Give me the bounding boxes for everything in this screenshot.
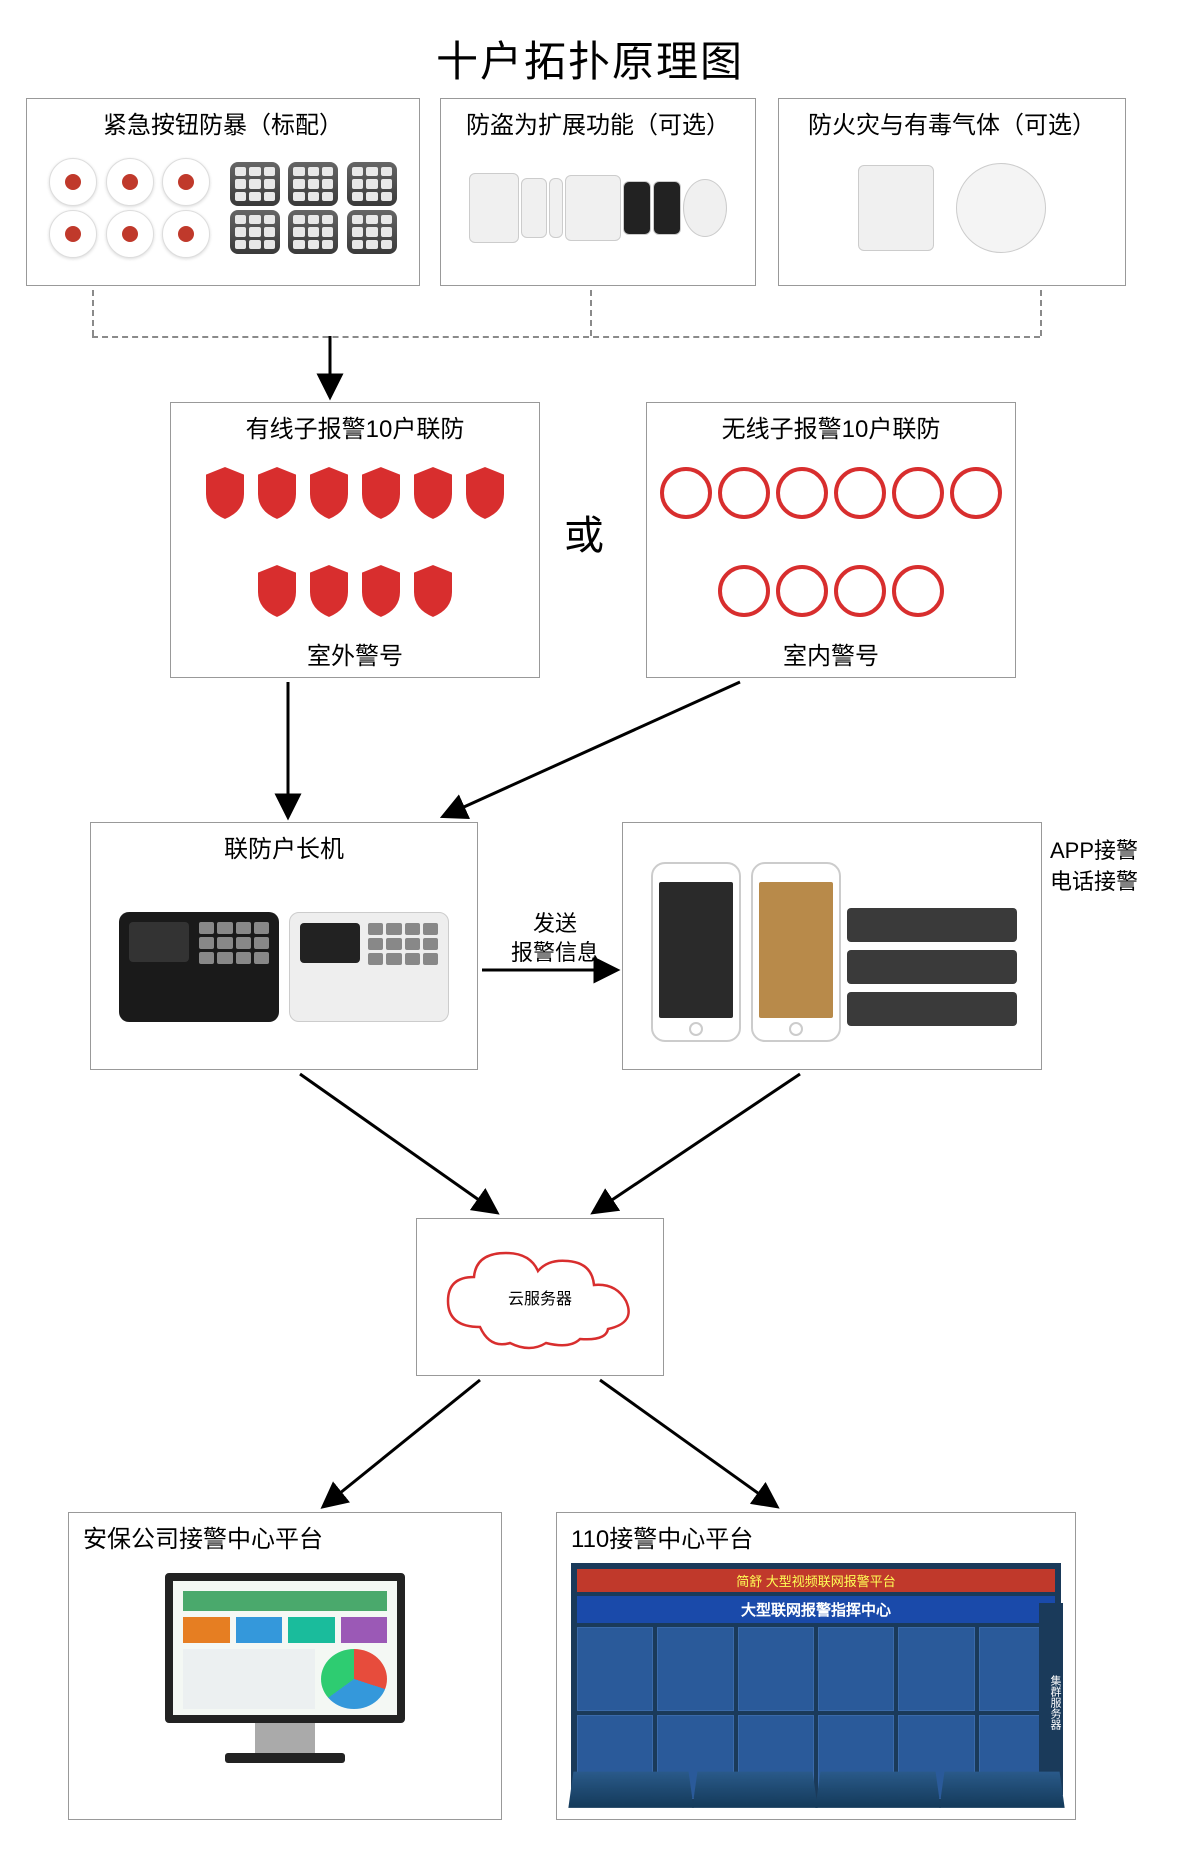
box-wireless: 无线子报警10户联防 室内警号 [646, 402, 1016, 678]
box-emergency: 紧急按钮防暴（标配） [26, 98, 420, 286]
gas-detector-icon [858, 165, 934, 251]
door-sensor-icon [521, 178, 547, 238]
box-wireless-label: 无线子报警10户联防 [647, 403, 1015, 444]
panic-button-icon [49, 158, 97, 206]
emergency-products [35, 139, 411, 277]
app-side-label: APP接警 电话接警 [1050, 836, 1138, 898]
diagram-title: 十户拓扑原理图 [0, 28, 1180, 89]
shield-siren-icon [305, 562, 353, 620]
box-fire-label: 防火灾与有毒气体（可选） [779, 99, 1125, 140]
indoor-siren-icon [892, 565, 944, 617]
cloud-label: 云服务器 [508, 1285, 572, 1309]
panic-button-icon [49, 210, 97, 258]
box-host-label: 联防户长机 [91, 823, 477, 864]
box-wireless-sublabel: 室内警号 [647, 636, 1015, 671]
panic-button-icon [106, 158, 154, 206]
keypad-icon [230, 162, 280, 206]
keypad-icon [347, 162, 397, 206]
theft-products [449, 139, 747, 277]
box-110-label: 110接警中心平台 [557, 1513, 1075, 1554]
shield-siren-icon [357, 562, 405, 620]
keypad-icon [288, 210, 338, 254]
box-wired-sublabel: 室外警号 [171, 636, 539, 671]
dashed-connector [1040, 290, 1042, 336]
box-theft: 防盗为扩展功能（可选） [440, 98, 756, 286]
phone-icon [751, 862, 841, 1042]
send-alarm-label: 发送 报警信息 [500, 910, 610, 967]
command-center-icon: 简舒 大型视频联网报警平台 大型联网报警指挥中心 集群服务器 [571, 1563, 1061, 1805]
shield-siren-icon [357, 464, 405, 522]
indoor-siren-icon [718, 467, 770, 519]
phone-icon [651, 862, 741, 1042]
wall-banner-2: 大型联网报警指挥中心 [577, 1596, 1055, 1623]
wall-side-text: 集群服务器 [1039, 1603, 1063, 1795]
dashed-connector [590, 290, 592, 336]
keypad-icon [347, 210, 397, 254]
indoor-siren-icon [660, 467, 712, 519]
box-emergency-label: 紧急按钮防暴（标配） [27, 99, 419, 140]
indoor-siren-icon [950, 467, 1002, 519]
notification-icon [847, 992, 1017, 1026]
box-security: 安保公司接警中心平台 [68, 1512, 502, 1820]
panic-button-icon [106, 210, 154, 258]
motion-sensor-icon [565, 175, 621, 241]
box-wired-label: 有线子报警10户联防 [171, 403, 539, 444]
indoor-siren-icon [834, 565, 886, 617]
box-110: 110接警中心平台 简舒 大型视频联网报警平台 大型联网报警指挥中心 集群服务器 [556, 1512, 1076, 1820]
host-products [99, 873, 469, 1061]
box-security-label: 安保公司接警中心平台 [69, 1513, 501, 1554]
notification-icon [847, 950, 1017, 984]
dashed-connector [92, 336, 1040, 338]
fire-products [787, 139, 1117, 277]
dashed-connector [92, 290, 94, 336]
indoor-siren-icon [776, 467, 828, 519]
shield-siren-icon [201, 464, 249, 522]
smoke-detector-icon [956, 163, 1046, 253]
box-fire: 防火灾与有毒气体（可选） [778, 98, 1126, 286]
wireless-products [655, 445, 1007, 639]
keypad-icon [230, 210, 280, 254]
indoor-siren-icon [892, 467, 944, 519]
shield-siren-icon [305, 464, 353, 522]
indoor-siren-icon [776, 565, 828, 617]
glass-break-icon [683, 179, 727, 237]
beam-sensor-icon [653, 181, 681, 235]
shield-siren-icon [409, 562, 457, 620]
alarm-panel-icon [289, 912, 449, 1022]
door-sensor-icon [549, 178, 563, 238]
beam-sensor-icon [623, 181, 651, 235]
shield-siren-icon [253, 562, 301, 620]
shield-siren-icon [253, 464, 301, 522]
alarm-panel-icon [119, 912, 279, 1022]
indoor-siren-icon [718, 565, 770, 617]
wired-products [179, 445, 531, 639]
shield-siren-icon [409, 464, 457, 522]
shield-siren-icon [461, 464, 509, 522]
wall-banner-1: 简舒 大型视频联网报警平台 [577, 1569, 1055, 1592]
keypad-icon [288, 162, 338, 206]
app-products [631, 843, 1033, 1061]
or-label: 或 [564, 510, 604, 562]
box-wired: 有线子报警10户联防 室外警号 [170, 402, 540, 678]
pir-sensor-icon [469, 173, 519, 243]
monitor-icon [69, 1573, 501, 1763]
indoor-siren-icon [834, 467, 886, 519]
box-host: 联防户长机 [90, 822, 478, 1070]
box-theft-label: 防盗为扩展功能（可选） [441, 99, 755, 140]
diagram-canvas: 十户拓扑原理图 紧急按钮防暴（标配） 防盗为扩展功能（可选） [0, 0, 1180, 1869]
panic-button-icon [162, 158, 210, 206]
box-app [622, 822, 1042, 1070]
box-cloud: 云服务器 [416, 1218, 664, 1376]
notification-icon [847, 908, 1017, 942]
panic-button-icon [162, 210, 210, 258]
